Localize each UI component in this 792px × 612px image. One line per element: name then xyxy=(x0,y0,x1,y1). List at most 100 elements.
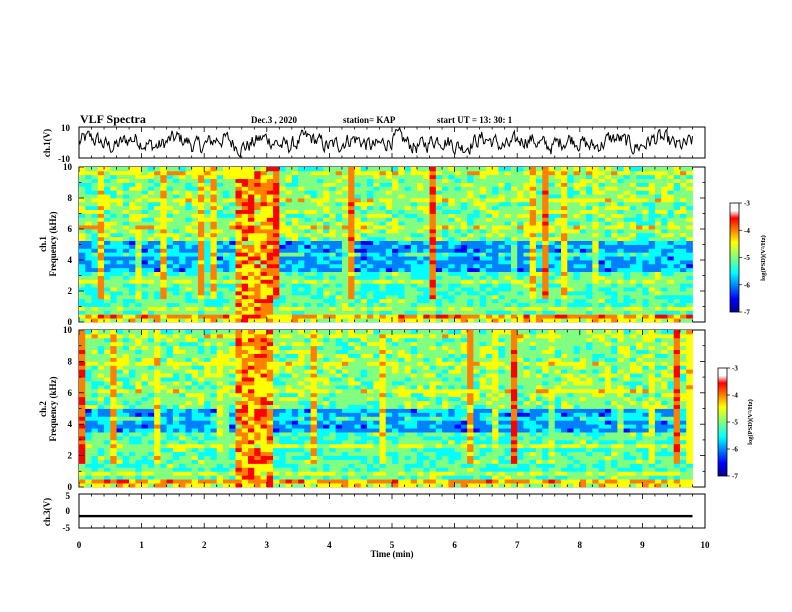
spectrogram-cell xyxy=(273,225,280,230)
spectrogram-cell xyxy=(636,178,643,183)
spectrogram-cell xyxy=(385,294,393,300)
spectrogram-cell xyxy=(360,225,368,230)
spectrogram-cell xyxy=(197,194,205,199)
spectrogram-cell xyxy=(135,318,142,323)
spectrogram-cell xyxy=(529,294,537,300)
spectrogram-cell xyxy=(248,467,255,472)
spectrogram-cell xyxy=(448,298,455,304)
spectrogram-cell xyxy=(229,186,236,191)
spectrogram-cell xyxy=(354,275,362,280)
spectrogram-cell xyxy=(460,298,468,304)
spectrogram-cell xyxy=(592,302,599,307)
spectrogram-cell xyxy=(235,236,243,242)
spectrogram-cell xyxy=(147,463,155,468)
spectrogram-cell xyxy=(179,194,186,199)
spectrogram-cell xyxy=(404,236,412,242)
spectrogram-cell xyxy=(273,260,280,265)
spectrogram-cell xyxy=(611,232,618,238)
spectrogram-cell xyxy=(435,310,443,315)
spectrogram-cell xyxy=(504,283,512,288)
spectrogram-cell xyxy=(517,483,524,488)
spectrogram-cell xyxy=(254,260,261,265)
spectrogram-cell xyxy=(354,283,362,288)
spectrogram-cell xyxy=(642,194,650,199)
spectrogram-cell xyxy=(529,221,537,226)
spectrogram-cell xyxy=(473,271,481,276)
spectrogram-cell xyxy=(404,467,412,472)
spectrogram-cell xyxy=(529,244,537,249)
spectrogram-cell xyxy=(642,291,650,296)
spectrogram-cell xyxy=(586,240,593,245)
colorbar-tick-label: -4 xyxy=(744,227,750,235)
spectrogram-cell xyxy=(79,244,86,249)
spectrogram-cell xyxy=(467,283,474,288)
spectrogram-cell xyxy=(510,236,518,242)
spectrogram-cell xyxy=(542,240,549,245)
spectrogram-cell xyxy=(604,232,612,238)
spectrogram-cell xyxy=(623,170,631,176)
spectrogram-cell xyxy=(510,463,518,468)
spectrogram-cell xyxy=(423,263,430,269)
spectrogram-cell xyxy=(166,302,174,307)
spectrogram-cell xyxy=(310,306,318,311)
spectrogram-cell xyxy=(510,232,518,238)
spectrogram-cell xyxy=(335,287,343,292)
spectrogram-cell xyxy=(611,190,618,195)
spectrogram-cell xyxy=(398,186,405,191)
spectrogram-cell xyxy=(116,475,124,480)
spectrogram-cell xyxy=(404,244,412,249)
spectrogram-cell xyxy=(542,306,549,311)
spectrogram-cell xyxy=(329,306,337,311)
spectrogram-cell xyxy=(561,209,568,214)
spectrogram-cell xyxy=(417,205,424,211)
spectrogram-cell xyxy=(279,252,286,257)
spectrogram-cell xyxy=(210,306,218,311)
spectrogram-cell xyxy=(586,306,593,311)
spectrogram-cell xyxy=(392,455,399,460)
spectrogram-cell xyxy=(329,475,337,480)
spectrogram-cell xyxy=(554,182,562,187)
spectrogram-cell xyxy=(485,310,493,315)
spectrogram-cell xyxy=(617,298,625,304)
spectrogram-cell xyxy=(548,170,556,176)
spectrogram-cell xyxy=(360,291,368,296)
spectrogram-cell xyxy=(604,252,612,257)
spectrogram-cell xyxy=(360,263,368,269)
spectrogram-cell xyxy=(523,287,531,292)
spectrogram-cell xyxy=(498,174,506,180)
spectrogram-cell xyxy=(561,260,568,265)
spectrogram-cell xyxy=(304,283,312,288)
spectrogram-cell xyxy=(686,201,693,207)
spectrogram-cell xyxy=(204,463,211,468)
spectrogram-cell xyxy=(548,178,556,183)
spectrogram-cell xyxy=(529,236,537,242)
spectrogram-cell xyxy=(241,182,249,187)
spectrogram-cell xyxy=(254,182,261,187)
spectrogram-cell xyxy=(79,209,86,214)
spectrogram-cell xyxy=(636,475,643,480)
spectrogram-cell xyxy=(485,471,493,476)
spectrogram-cell xyxy=(686,314,693,319)
spectrogram-cell xyxy=(648,275,656,280)
spectrogram-cell xyxy=(104,475,111,480)
spectrogram-cell xyxy=(417,471,424,476)
spectrogram-cell xyxy=(467,318,474,323)
spectrogram-cell xyxy=(135,178,142,183)
spectrogram-cell xyxy=(197,306,205,311)
spectrogram-cell xyxy=(611,287,618,292)
spectrogram-cell xyxy=(535,263,543,269)
spectrogram-cell xyxy=(679,479,687,484)
spectrogram-cell xyxy=(285,294,293,300)
spectrogram-cell xyxy=(335,294,343,300)
spectrogram-cell xyxy=(335,248,343,253)
spectrogram-cell xyxy=(498,271,506,276)
spectrogram-cell xyxy=(673,178,681,183)
spectrogram-cell xyxy=(179,279,186,284)
spectrogram-cell xyxy=(661,229,668,234)
spectrogram-cell xyxy=(492,248,499,253)
spectrogram-cell xyxy=(629,263,637,269)
spectrogram-cell xyxy=(398,248,405,253)
spectrogram-cell xyxy=(254,174,261,180)
spectrogram-cell xyxy=(291,294,299,300)
spectrogram-cell xyxy=(667,279,675,284)
